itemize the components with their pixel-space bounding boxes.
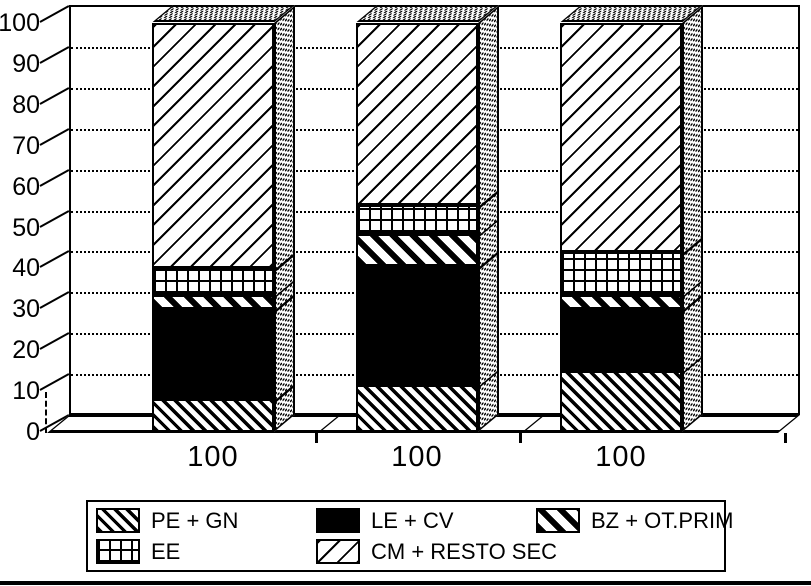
legend-item-pe-gn: PE + GN	[96, 508, 316, 534]
legend-swatch-cm-resto-sec	[316, 539, 360, 564]
bar-2-side-face-divider	[480, 219, 497, 237]
y-axis-label-70: 70	[12, 131, 40, 160]
y-axis-label-60: 60	[12, 172, 40, 201]
legend-swatch-le-cv	[316, 508, 360, 533]
y-axis-label-90: 90	[12, 49, 40, 78]
x-axis-tick-2	[519, 433, 522, 443]
bar-1-side-face-divider	[276, 281, 293, 298]
bar-3-segment-cm-resto-sec	[560, 23, 682, 253]
bar-2-side-face-divider	[480, 252, 497, 270]
y-axis-tick-10	[39, 373, 70, 391]
bar-3-segment-le-cv	[560, 309, 682, 371]
bar-2-segment-ee	[356, 205, 478, 234]
legend-swatch-ee	[96, 539, 140, 564]
y-axis-label-80: 80	[12, 90, 40, 119]
bar-2-side-face-divider	[480, 191, 497, 208]
legend-label-le-cv: LE + CV	[371, 507, 454, 533]
y-axis-tick-100	[39, 5, 70, 23]
y-axis-label-0: 0	[26, 418, 40, 446]
y-axis-label-20: 20	[12, 336, 40, 365]
y-axis-label-10: 10	[12, 377, 40, 406]
bar-3-segment-bz-ot-prim	[560, 294, 682, 310]
y-axis-tick-70	[39, 127, 70, 146]
bar-3-segment-ee	[560, 252, 682, 295]
legend-item-ee: EE	[96, 539, 316, 565]
y-axis-tick-90	[39, 46, 70, 64]
y-axis-label-30: 30	[12, 295, 40, 324]
y-axis-tick-50	[39, 209, 70, 228]
bar-1-top-face	[152, 5, 295, 22]
y-axis-tick-40	[39, 250, 70, 269]
y-axis-label-50: 50	[12, 213, 40, 242]
legend-label-pe-gn: PE + GN	[151, 507, 239, 533]
bar-1-segment-le-cv	[152, 309, 274, 400]
bar-2-top-face	[356, 5, 499, 22]
x-axis-category-label-2: 100	[391, 441, 443, 473]
bar-3-side-face	[682, 5, 703, 433]
bar-3-side-face-divider	[684, 295, 701, 313]
bar-2-segment-cm-resto-sec	[356, 23, 478, 205]
y-axis-tick-20	[39, 332, 70, 351]
bar-1-segment-bz-ot-prim	[152, 294, 274, 310]
bar-2-segment-le-cv	[356, 266, 478, 385]
x-axis-category-label-3: 100	[595, 441, 647, 473]
x-axis-category-label-1: 100	[187, 441, 239, 473]
y-axis-label-100: 100	[0, 9, 40, 37]
x-axis-tick-1	[315, 433, 318, 443]
legend-swatch-bz-ot-prim	[536, 508, 580, 533]
x-axis-tick-3	[784, 433, 787, 443]
legend-item-cm-resto-sec: CM + RESTO SEC	[316, 539, 557, 565]
legend-item-le-cv: LE + CV	[316, 508, 536, 534]
legend-label-bz-ot-prim: BZ + OT.PRIM	[591, 507, 734, 533]
page-bottom-rule	[0, 581, 811, 585]
legend-label-cm-resto-sec: CM + RESTO SEC	[371, 538, 558, 564]
bar-3-segment-pe-gn	[560, 370, 682, 432]
bar-1-side-face-divider	[276, 295, 293, 313]
bar-2-segment-pe-gn	[356, 384, 478, 432]
floor-category-divider-2	[524, 417, 543, 430]
chart-legend: PE + GN LE + CV BZ + OT.PRIM EE CM + RESTO S…	[86, 500, 733, 572]
floor-category-divider-1	[320, 417, 339, 430]
front-left-axis-edge	[45, 392, 47, 433]
bar-1-segment-cm-resto-sec	[152, 23, 274, 269]
y-axis-tick-30	[39, 291, 70, 310]
bar-1-segment-ee	[152, 268, 274, 295]
bar-2-side-face-divider	[480, 371, 497, 388]
bar-3-side-face-divider	[684, 238, 701, 255]
bar-2-side-face	[478, 5, 499, 433]
bar-1-side-face	[274, 5, 295, 433]
y-axis-tick-80	[39, 86, 70, 105]
bar-3-side-face-divider	[684, 356, 701, 374]
bar-3-side-face-divider	[684, 281, 701, 298]
legend-item-bz-ot-prim: BZ + OT.PRIM	[536, 508, 733, 534]
y-axis-tick-60	[39, 168, 70, 187]
bar-3-top-face	[560, 5, 703, 22]
legend-swatch-pe-gn	[96, 508, 140, 533]
legend-label-ee: EE	[151, 538, 181, 564]
bar-1-side-face-divider	[276, 254, 293, 272]
y-axis-label-40: 40	[12, 254, 40, 283]
bar-1-side-face-divider	[276, 385, 293, 403]
bar-1-segment-pe-gn	[152, 399, 274, 432]
bar-2-segment-bz-ot-prim	[356, 233, 478, 267]
